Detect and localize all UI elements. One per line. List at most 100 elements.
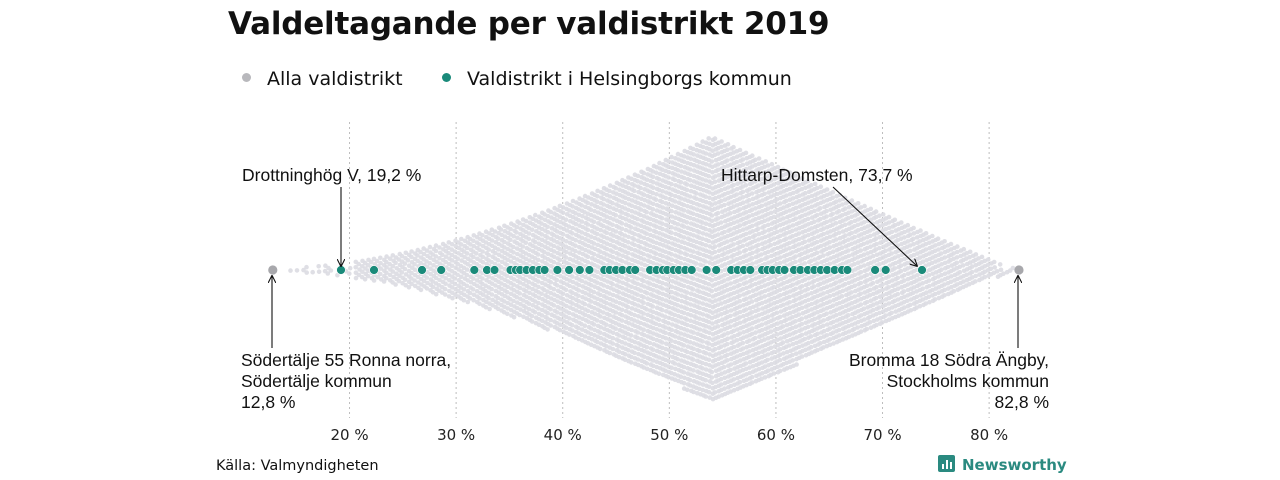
swarm-point <box>756 161 762 167</box>
swarm-point <box>684 220 690 225</box>
swarm-point <box>471 233 477 238</box>
swarm-point <box>663 330 668 336</box>
swarm-point <box>660 307 665 313</box>
swarm-point <box>830 249 836 254</box>
swarm-point <box>585 254 591 260</box>
swarm-point <box>626 321 632 326</box>
swarm-point <box>598 330 603 336</box>
swarm-point <box>858 291 863 297</box>
swarm-point <box>908 232 913 237</box>
swarm-point <box>560 210 566 216</box>
swarm-point <box>911 231 917 236</box>
swarm-point <box>536 279 541 284</box>
swarm-point <box>725 341 730 347</box>
swarm-point <box>508 226 513 232</box>
swarm-point <box>536 257 541 263</box>
swarm-point <box>794 362 799 367</box>
swarm-point <box>737 298 743 304</box>
swarm-point <box>709 278 715 283</box>
swarm-point <box>669 208 674 214</box>
swarm-point <box>465 299 471 305</box>
swarm-point <box>694 261 699 266</box>
swarm-point <box>654 170 659 175</box>
swarm-point <box>626 234 631 240</box>
swarm-point <box>799 176 805 181</box>
swarm-point <box>536 284 541 290</box>
swarm-point <box>728 313 733 319</box>
swarm-point <box>514 230 519 235</box>
swarm-point <box>877 262 882 267</box>
swarm-point <box>920 275 925 281</box>
swarm-point <box>471 238 476 244</box>
swarm-point <box>641 311 646 316</box>
swarm-point <box>926 278 932 283</box>
swarm-point <box>805 243 811 249</box>
swarm-point <box>464 267 470 272</box>
swarm-point <box>567 283 572 289</box>
swarm-point <box>613 326 618 332</box>
swarm-point <box>920 281 925 286</box>
swarm-point <box>681 343 687 348</box>
swarm-point <box>539 291 544 297</box>
swarm-point <box>588 207 594 212</box>
swarm-point <box>700 231 706 236</box>
swarm-point <box>539 215 544 221</box>
swarm-point <box>613 299 619 305</box>
swarm-point <box>716 162 721 167</box>
swarm-point <box>737 207 743 212</box>
swarm-point <box>623 200 628 206</box>
swarm-point <box>316 264 322 269</box>
swarm-point <box>632 188 637 194</box>
swarm-point <box>610 200 615 206</box>
swarm-point <box>734 278 740 284</box>
swarm-point <box>756 248 761 253</box>
swarm-point <box>697 327 703 332</box>
swarm-point <box>694 196 699 202</box>
helsingborg-point-3 <box>436 265 446 275</box>
swarm-point <box>368 259 374 265</box>
swarm-point <box>601 196 606 202</box>
swarm-point <box>526 285 532 290</box>
swarm-point <box>514 224 520 230</box>
swarm-point <box>703 394 709 399</box>
swarm-point <box>824 187 830 192</box>
swarm-point <box>681 364 687 370</box>
swarm-point <box>638 288 644 293</box>
swarm-point <box>710 380 715 386</box>
swarm-point <box>607 188 612 194</box>
swarm-point <box>533 212 538 218</box>
swarm-point <box>771 214 777 220</box>
swarm-point <box>756 350 761 356</box>
swarm-point <box>827 239 832 245</box>
swarm-point <box>576 298 582 304</box>
swarm-point <box>682 353 687 359</box>
swarm-point <box>852 234 857 240</box>
swarm-point <box>623 335 628 341</box>
swarm-point <box>793 297 799 303</box>
swarm-point <box>536 236 541 241</box>
swarm-point <box>830 276 836 282</box>
swarm-point <box>808 334 814 339</box>
swarm-point <box>545 251 551 257</box>
swarm-point <box>694 363 699 369</box>
swarm-point <box>700 387 706 393</box>
swarm-point <box>743 183 749 188</box>
swarm-point <box>418 249 423 255</box>
swarm-point <box>868 287 873 293</box>
swarm-point <box>830 211 835 217</box>
swarm-point <box>579 235 585 241</box>
swarm-point <box>771 247 777 252</box>
swarm-point <box>924 290 929 296</box>
swarm-point <box>812 181 818 187</box>
swarm-point <box>805 286 811 292</box>
swarm-point <box>955 244 960 249</box>
swarm-point <box>660 199 665 205</box>
swarm-point <box>635 276 640 281</box>
swarm-point <box>638 245 643 250</box>
swarm-point <box>892 266 897 271</box>
swarm-point <box>638 207 644 212</box>
swarm-point <box>842 281 848 287</box>
swarm-point <box>632 231 637 237</box>
swarm-point <box>678 374 684 380</box>
swarm-point <box>799 332 805 338</box>
